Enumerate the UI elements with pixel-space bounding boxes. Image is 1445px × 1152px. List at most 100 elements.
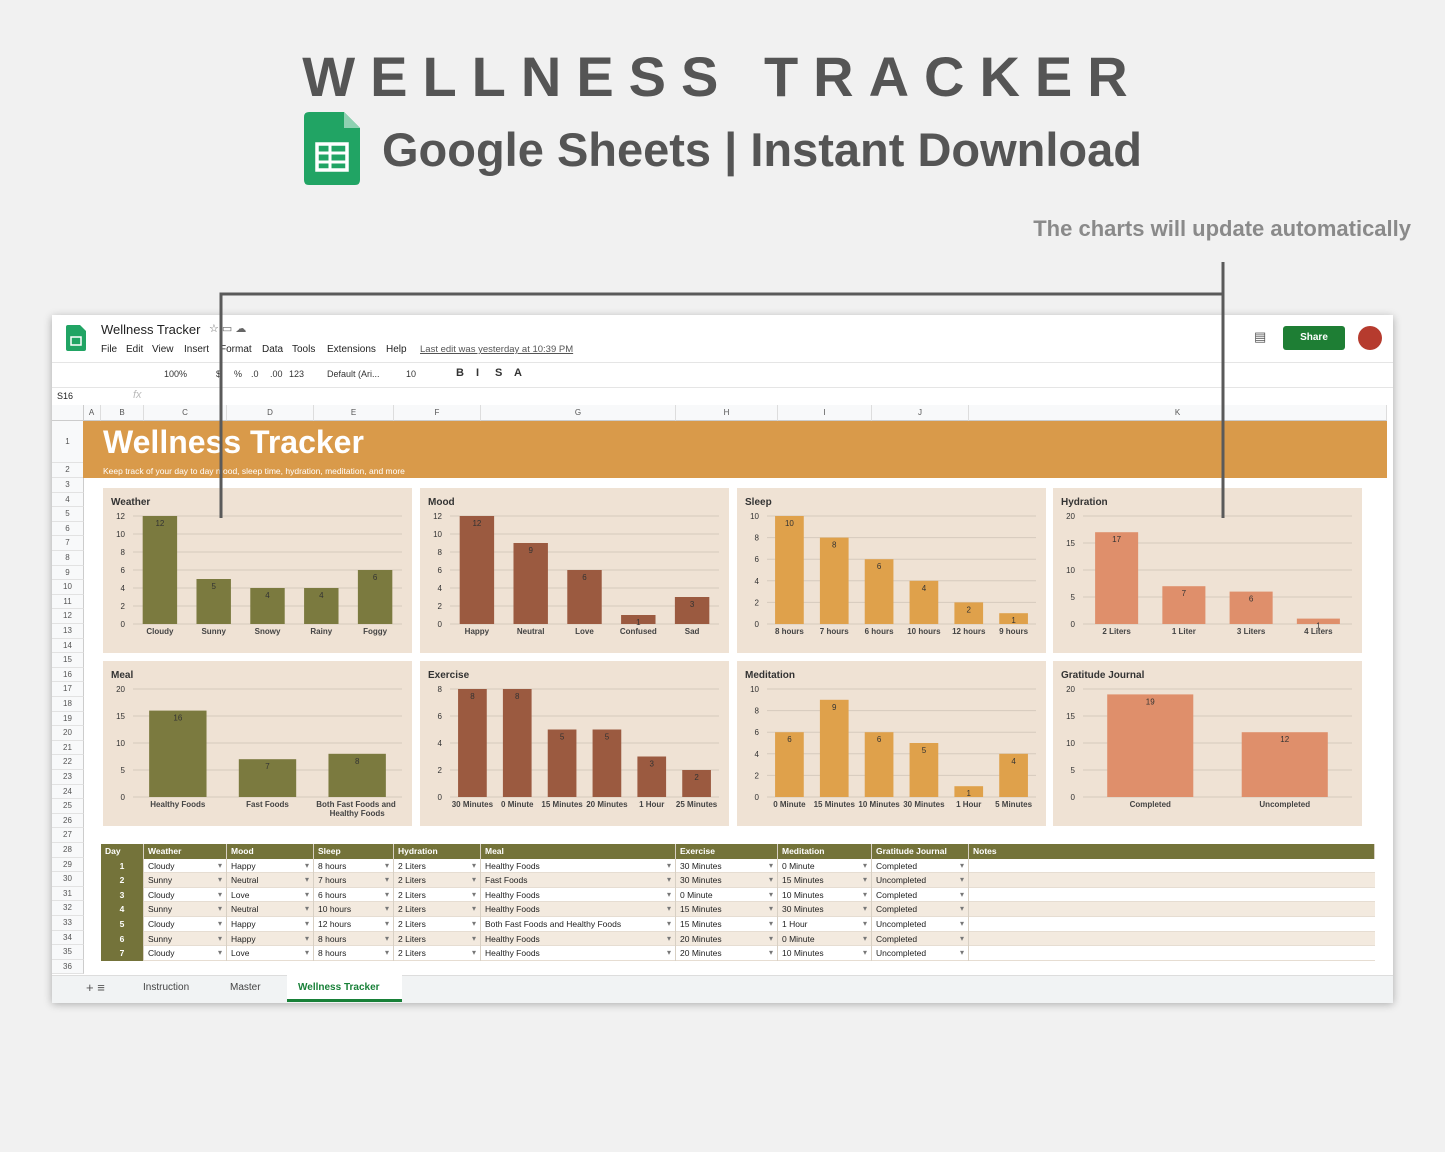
cell-ref[interactable]: S16 xyxy=(57,391,74,401)
dropdown-cell[interactable]: 2 Liters xyxy=(394,873,481,888)
toolbar-item[interactable]: 10 xyxy=(406,369,417,379)
dropdown-cell[interactable]: 20 Minutes xyxy=(676,946,778,961)
toolbar-item[interactable]: B xyxy=(456,367,464,379)
menu-item[interactable]: Format xyxy=(220,344,252,355)
dropdown-cell[interactable]: Both Fast Foods and Healthy Foods xyxy=(481,917,676,932)
toolbar-item[interactable]: $ xyxy=(216,369,222,379)
dropdown-cell[interactable]: 15 Minutes xyxy=(778,873,872,888)
dropdown-cell[interactable]: Healthy Foods xyxy=(481,931,676,947)
dropdown-cell[interactable]: 10 hours xyxy=(314,902,394,917)
dropdown-cell[interactable]: 10 Minutes xyxy=(778,887,872,903)
last-edit[interactable]: Last edit was yesterday at 10:39 PM xyxy=(420,344,574,355)
avatar[interactable] xyxy=(1358,326,1382,350)
row-header: 27 xyxy=(52,828,84,843)
dropdown-cell[interactable]: 30 Minutes xyxy=(676,873,778,888)
row-header: 4 xyxy=(52,492,84,508)
dropdown-cell[interactable]: 8 hours xyxy=(314,931,394,947)
dropdown-cell[interactable]: Neutral xyxy=(227,873,314,888)
dropdown-cell[interactable]: 0 Minute xyxy=(778,931,872,947)
dropdown-cell[interactable]: 8 hours xyxy=(314,858,394,874)
dropdown-cell[interactable]: Healthy Foods xyxy=(481,902,676,917)
toolbar-item[interactable]: .0 xyxy=(251,369,259,379)
dropdown-cell[interactable]: Sunny xyxy=(144,873,227,888)
dropdown-cell[interactable]: 0 Minute xyxy=(676,887,778,903)
toolbar-item[interactable]: A xyxy=(514,367,522,379)
dropdown-cell[interactable]: 15 Minutes xyxy=(676,902,778,917)
dropdown-cell[interactable]: 20 Minutes xyxy=(676,931,778,947)
toolbar-item[interactable]: I xyxy=(476,367,480,379)
sheet-tab[interactable]: Instruction xyxy=(143,982,190,993)
row-header: 30 xyxy=(52,872,84,887)
dropdown-cell[interactable]: Sunny xyxy=(144,902,227,917)
dropdown-cell[interactable]: 7 hours xyxy=(314,873,394,888)
x-tick-label: Both Fast Foods and Healthy Foods xyxy=(316,800,398,818)
sheet-tab[interactable]: Wellness Tracker xyxy=(298,982,380,993)
dropdown-cell[interactable]: Completed xyxy=(872,902,969,917)
toolbar-item[interactable]: S xyxy=(495,367,503,379)
dropdown-cell[interactable]: Healthy Foods xyxy=(481,887,676,903)
dropdown-cell[interactable]: Completed xyxy=(872,887,969,903)
dropdown-cell[interactable]: Uncompleted xyxy=(872,917,969,932)
row-header: 1 xyxy=(52,421,84,463)
table-header: Weather xyxy=(144,844,227,859)
dropdown-cell[interactable]: Completed xyxy=(872,931,969,947)
dropdown-cell[interactable]: Love xyxy=(227,946,314,961)
dropdown-cell[interactable]: Healthy Foods xyxy=(481,858,676,874)
column-header: C xyxy=(144,405,227,421)
dropdown-cell[interactable]: 6 hours xyxy=(314,887,394,903)
dropdown-cell[interactable]: 8 hours xyxy=(314,946,394,961)
dropdown-cell[interactable]: 12 hours xyxy=(314,917,394,932)
dropdown-cell[interactable]: 2 Liters xyxy=(394,902,481,917)
dropdown-cell[interactable]: 0 Minute xyxy=(778,858,872,874)
menu-item[interactable]: View xyxy=(152,344,174,355)
day-cell: 7 xyxy=(101,946,144,961)
dropdown-cell[interactable]: 2 Liters xyxy=(394,931,481,947)
row-header: 5 xyxy=(52,507,84,522)
dropdown-cell[interactable]: 2 Liters xyxy=(394,917,481,932)
dropdown-cell[interactable]: Fast Foods xyxy=(481,873,676,888)
comments-icon[interactable]: ▤ xyxy=(1254,329,1267,344)
toolbar-item[interactable]: 123 xyxy=(289,369,305,379)
bar xyxy=(196,579,231,624)
toolbar-item[interactable]: 100% xyxy=(164,369,188,379)
dropdown-cell[interactable]: 30 Minutes xyxy=(676,858,778,874)
dropdown-cell[interactable]: Uncompleted xyxy=(872,946,969,961)
dropdown-cell[interactable]: Cloudy xyxy=(144,917,227,932)
toolbar-item[interactable]: % xyxy=(234,369,243,379)
share-button[interactable]: Share xyxy=(1283,326,1345,350)
dropdown-cell[interactable]: Healthy Foods xyxy=(481,946,676,961)
dropdown-cell[interactable]: Happy xyxy=(227,858,314,874)
dropdown-cell[interactable]: Neutral xyxy=(227,902,314,917)
dropdown-cell[interactable]: 1 Hour xyxy=(778,917,872,932)
doc-icons[interactable]: ☆ ▭ ☁ xyxy=(209,323,247,335)
menu-item[interactable]: Tools xyxy=(292,344,316,355)
dropdown-cell[interactable]: Cloudy xyxy=(144,887,227,903)
dropdown-cell[interactable]: 15 Minutes xyxy=(676,917,778,932)
dropdown-cell[interactable]: Sunny xyxy=(144,931,227,947)
doc-title[interactable]: Wellness Tracker xyxy=(101,322,201,337)
dropdown-cell[interactable]: Happy xyxy=(227,917,314,932)
dropdown-cell[interactable]: Love xyxy=(227,887,314,903)
dropdown-cell[interactable]: 2 Liters xyxy=(394,946,481,961)
dropdown-cell[interactable]: Completed xyxy=(872,858,969,874)
y-tick-label: 10 xyxy=(116,530,125,539)
dropdown-cell[interactable]: 30 Minutes xyxy=(778,902,872,917)
menu-item[interactable]: Data xyxy=(262,344,284,355)
add-sheet[interactable]: + ≡ xyxy=(86,980,105,995)
dropdown-cell[interactable]: 2 Liters xyxy=(394,887,481,903)
toolbar-item[interactable]: Default (Ari... xyxy=(327,369,380,379)
dropdown-cell[interactable]: Happy xyxy=(227,931,314,947)
toolbar-item[interactable]: .00 xyxy=(270,369,283,379)
x-tick-label: 1 Liter xyxy=(1172,627,1196,636)
dropdown-cell[interactable]: Cloudy xyxy=(144,858,227,874)
menu-item[interactable]: File xyxy=(101,344,118,355)
dropdown-cell[interactable]: 10 Minutes xyxy=(778,946,872,961)
dropdown-cell[interactable]: 2 Liters xyxy=(394,858,481,874)
dropdown-cell[interactable]: Uncompleted xyxy=(872,873,969,888)
dropdown-cell[interactable]: Cloudy xyxy=(144,946,227,961)
menu-item[interactable]: Extensions xyxy=(327,344,376,355)
menu-item[interactable]: Help xyxy=(386,344,407,355)
sheet-tab[interactable]: Master xyxy=(230,982,261,993)
menu-item[interactable]: Insert xyxy=(184,344,210,355)
menu-item[interactable]: Edit xyxy=(126,344,144,355)
